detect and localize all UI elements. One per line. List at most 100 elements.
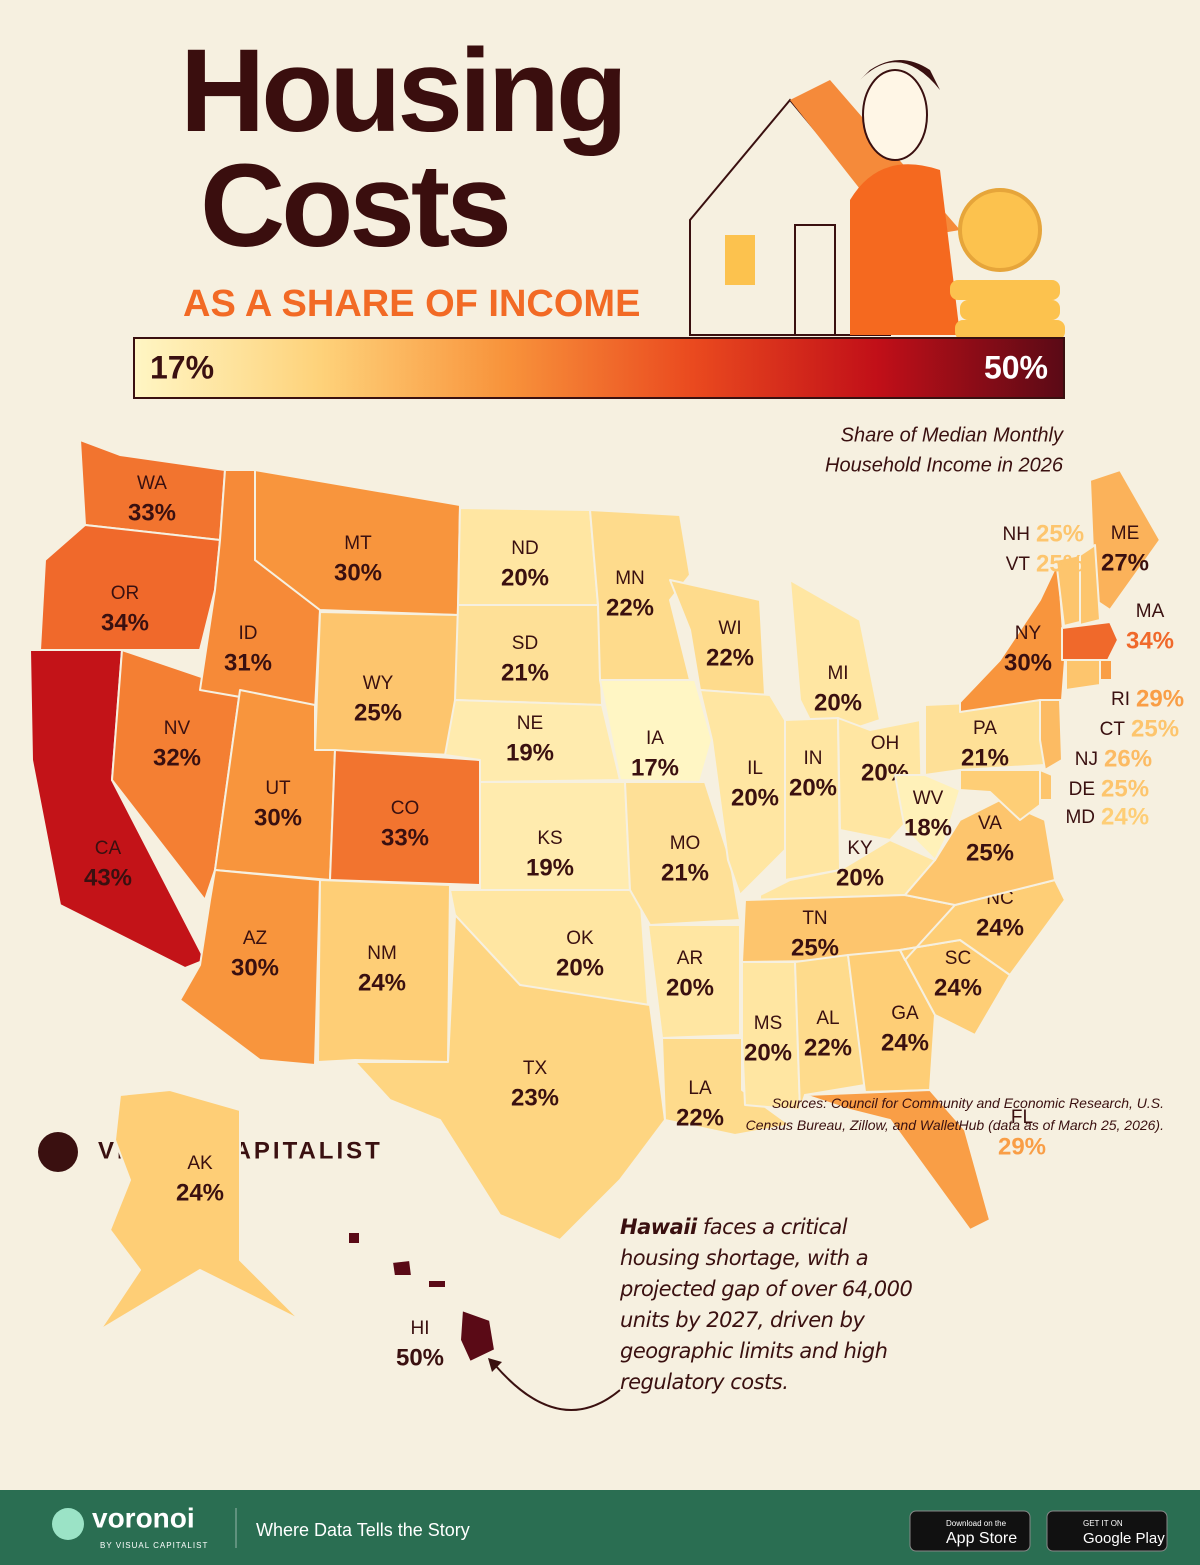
state-code: WY [363, 673, 394, 694]
state-code: ND [511, 538, 538, 559]
state-code: MO [670, 833, 701, 854]
arrow [494, 1364, 621, 1411]
state-code: NM [367, 943, 397, 964]
state-value: 29% [998, 1133, 1046, 1160]
state [847, 949, 936, 1093]
state-code: FL [1011, 1107, 1033, 1128]
state-code: ME [1111, 523, 1140, 544]
state-code: CT [1100, 719, 1126, 740]
state-code: IA [646, 728, 664, 749]
state-code: CO [391, 798, 420, 819]
state-value: 20% [836, 864, 884, 891]
state-code: SD [512, 633, 538, 654]
subtitle: AS A SHARE OF INCOME [183, 283, 640, 325]
state-value: 20% [744, 1039, 792, 1066]
state-value: 25% [1101, 775, 1149, 802]
google-play-small: GET IT ON [1083, 1519, 1123, 1528]
state-value: 24% [934, 974, 982, 1001]
state-code: AK [187, 1153, 213, 1174]
state-code: WV [913, 788, 944, 809]
source: Sources: Council for Community and Econo… [745, 1095, 1164, 1133]
state-code: OK [566, 928, 594, 949]
state-value: 22% [706, 644, 754, 671]
state-code: MN [615, 568, 645, 589]
state-value: 20% [501, 564, 549, 591]
state-value: 33% [381, 824, 429, 851]
state-value: 20% [789, 774, 837, 801]
footer-logo-mark [52, 1508, 84, 1540]
state [599, 679, 713, 783]
state [1039, 769, 1053, 801]
state [1099, 659, 1113, 681]
state-value: 21% [961, 744, 1009, 771]
state [1055, 554, 1081, 627]
state-code: NJ [1075, 749, 1098, 770]
state [454, 604, 603, 706]
state-value: 21% [661, 859, 709, 886]
state-code: PA [973, 718, 997, 739]
title-line: Housing [180, 25, 624, 157]
state-value: 25% [1131, 715, 1179, 742]
state-code: NE [517, 713, 543, 734]
state-code: HI [411, 1318, 430, 1339]
state [699, 689, 786, 896]
annotation: Hawaii faces a critical housing shortage… [620, 1212, 920, 1398]
state [347, 1231, 496, 1363]
state-value: 24% [881, 1029, 929, 1056]
state-code: IN [804, 748, 823, 769]
state-value: 27% [1101, 549, 1149, 576]
app-store-label: App Store [946, 1530, 1017, 1547]
state-code: NY [1015, 623, 1042, 644]
colorbar [133, 337, 1065, 399]
google-play-label: Google Play [1083, 1530, 1165, 1547]
google-play-button[interactable] [1046, 1510, 1168, 1552]
state-code: MD [1065, 807, 1095, 828]
state [624, 781, 741, 926]
state-code: IL [747, 758, 763, 779]
state-code: KS [537, 828, 562, 849]
state-code: UT [265, 778, 291, 799]
state-value: 25% [1036, 550, 1084, 577]
state-value: 22% [804, 1034, 852, 1061]
state-value: 23% [511, 1084, 559, 1111]
state-code: SC [945, 948, 971, 969]
state-value: 26% [1104, 745, 1152, 772]
annotation-bold: Hawaii [620, 1215, 697, 1239]
state-value: 17% [631, 754, 679, 781]
state-value: 50% [396, 1344, 444, 1371]
state-code: GA [891, 1003, 919, 1024]
state-value: 24% [358, 969, 406, 996]
state-value: 24% [1101, 803, 1149, 830]
state-code: MA [1136, 601, 1165, 622]
state-value: 22% [676, 1104, 724, 1131]
arrow-head [488, 1358, 502, 1372]
colorbar-tick-label: 50% [984, 349, 1048, 385]
state-code: NH [1003, 524, 1030, 545]
state-value: 30% [1004, 649, 1052, 676]
state-code: NV [164, 718, 191, 739]
footer-logo-sub: BY VISUAL CAPITALIST [100, 1541, 208, 1550]
note: Household Income in 2026 [825, 454, 1064, 476]
state-value: 21% [501, 659, 549, 686]
state-code: AZ [243, 928, 268, 949]
state-code: OH [871, 733, 900, 754]
state-value: 22% [606, 594, 654, 621]
state-code: MS [754, 1013, 783, 1034]
state-code: WI [718, 618, 741, 639]
state-value: 19% [526, 854, 574, 881]
state-value: 34% [101, 609, 149, 636]
state-value: 19% [506, 739, 554, 766]
state-code: AR [677, 948, 703, 969]
state-value: 34% [1126, 627, 1174, 654]
state [354, 914, 666, 1241]
state [99, 1089, 301, 1331]
app-store-button[interactable] [909, 1510, 1031, 1552]
state-value: 31% [224, 649, 272, 676]
illustration [689, 60, 1065, 340]
state-code: TX [523, 1058, 548, 1079]
title-line: Costs [200, 140, 508, 272]
state-value: 18% [904, 814, 952, 841]
state-code: MT [344, 533, 372, 554]
state [589, 509, 691, 681]
state-value: 29% [1136, 685, 1184, 712]
